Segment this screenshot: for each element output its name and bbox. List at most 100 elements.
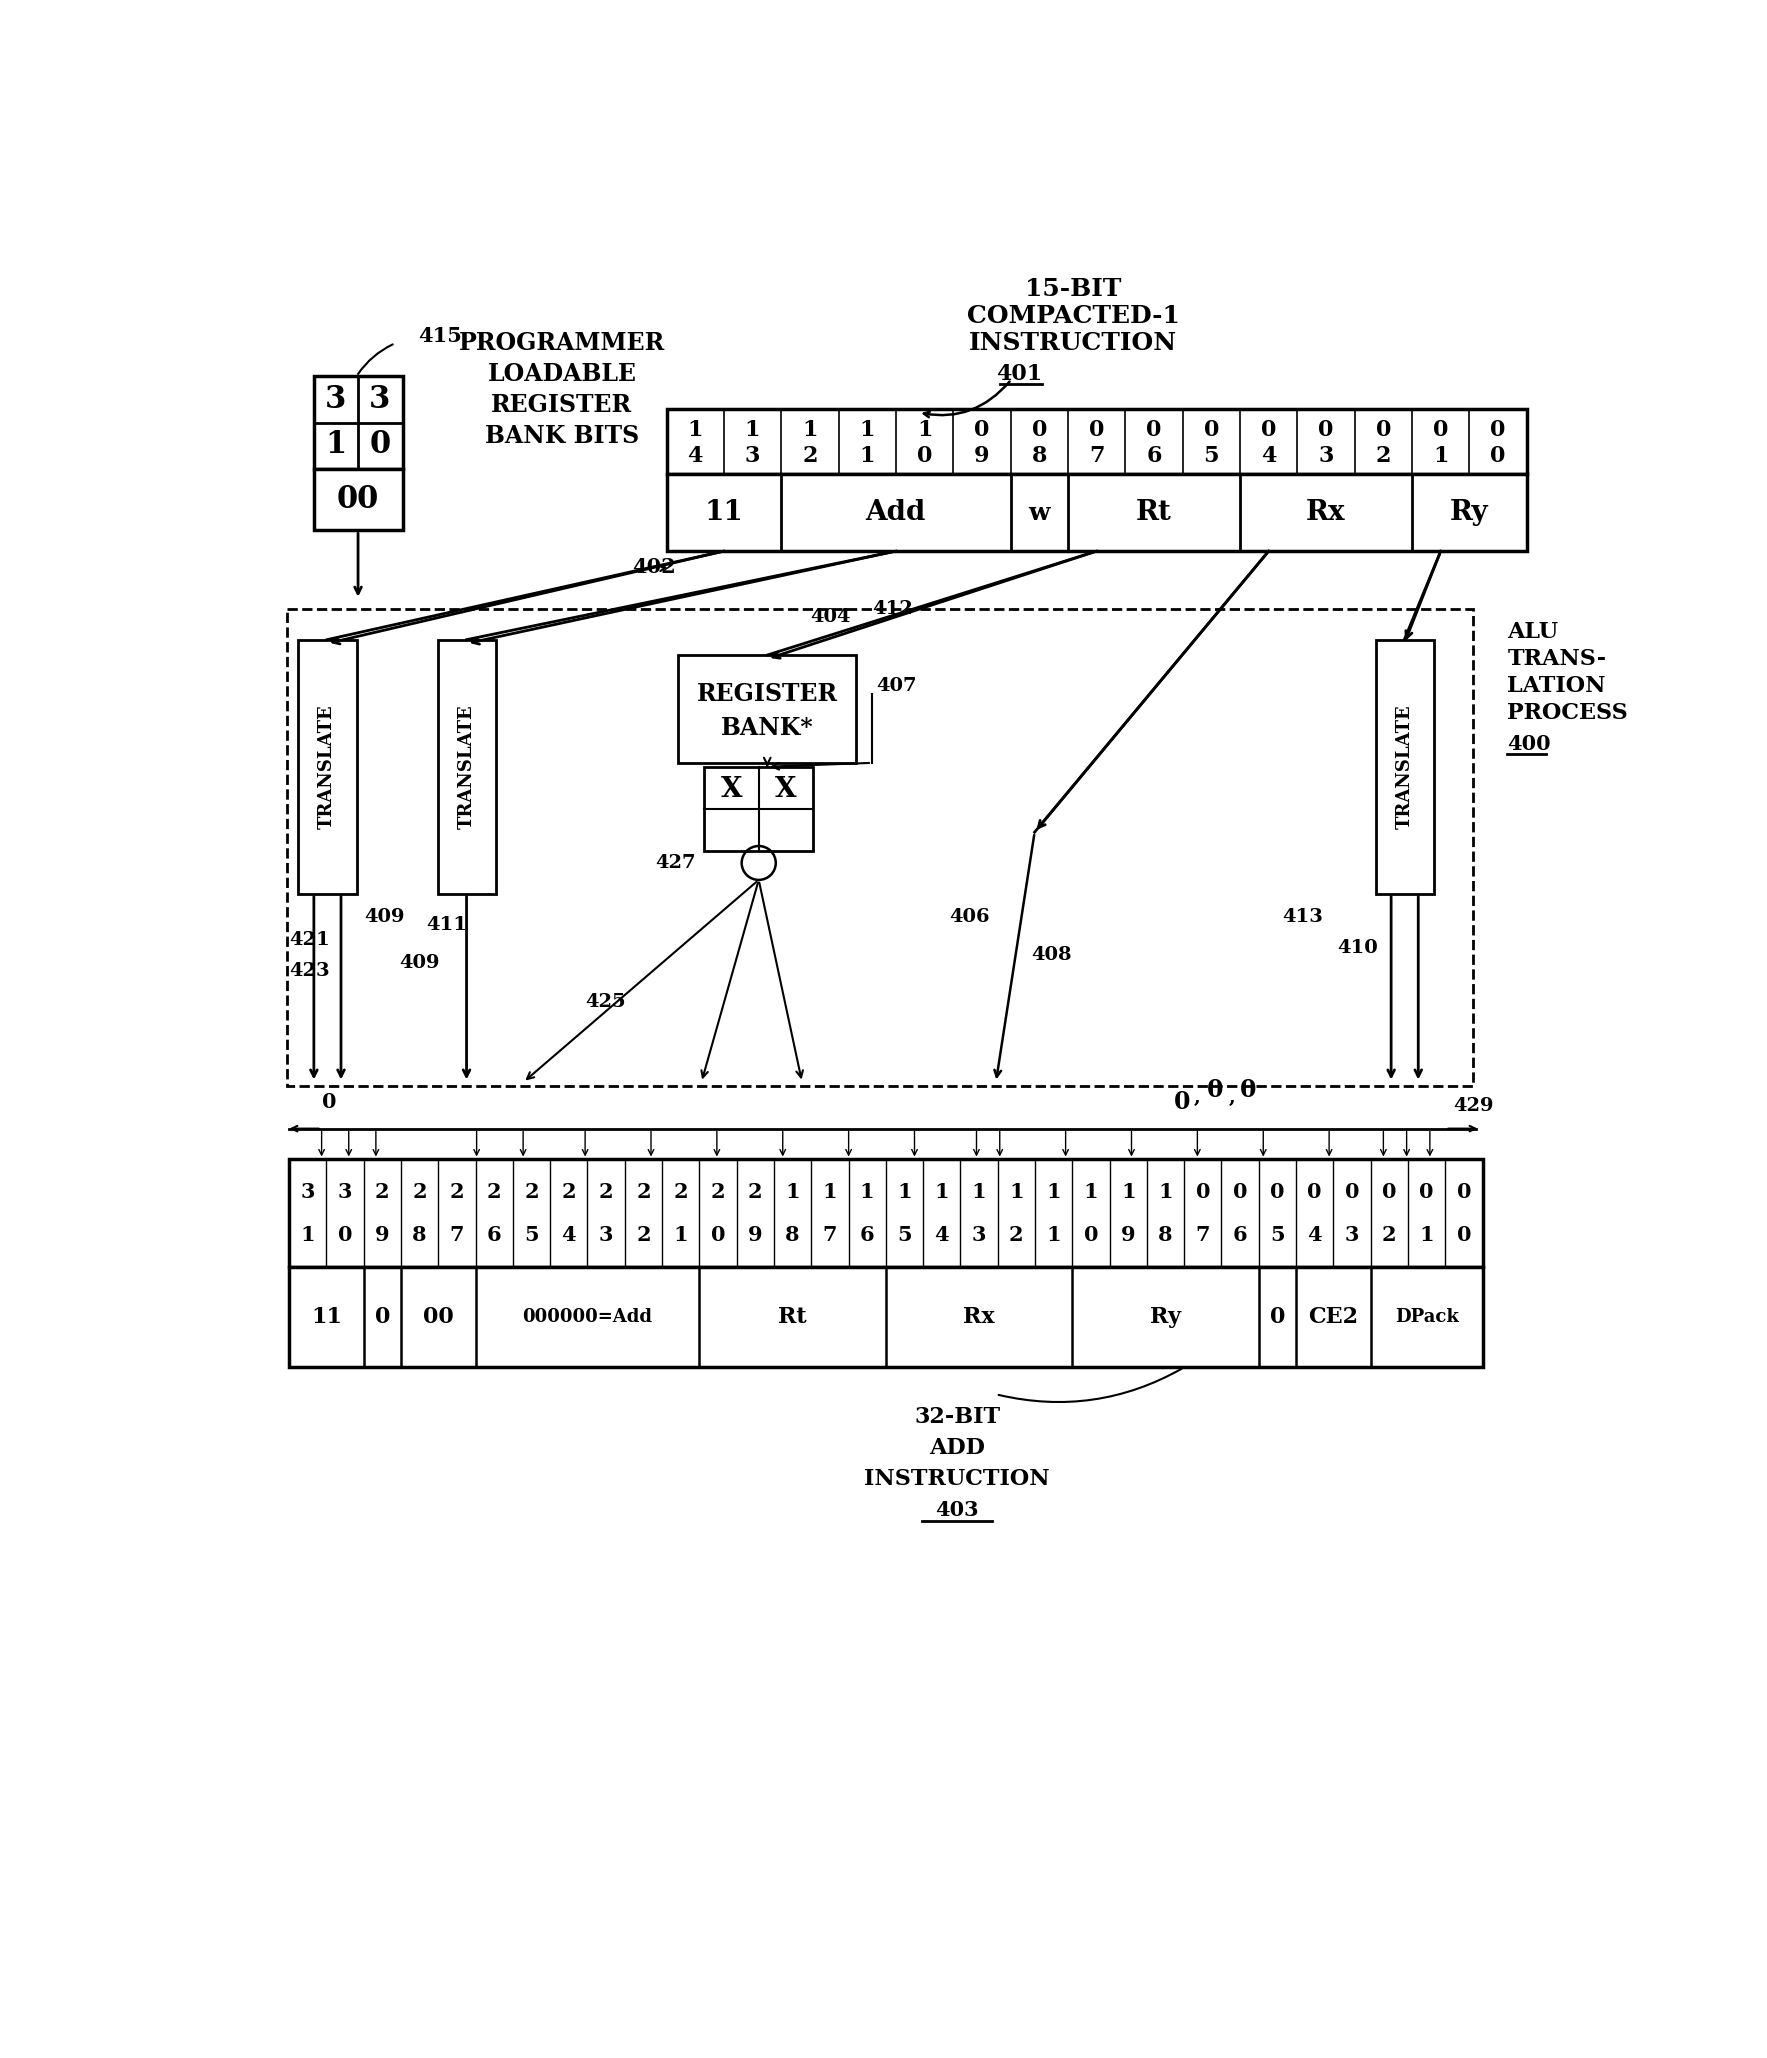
Text: 3: 3 — [300, 1181, 315, 1202]
Text: 1: 1 — [687, 420, 703, 440]
Text: 2: 2 — [636, 1181, 650, 1202]
Text: 2: 2 — [525, 1181, 539, 1202]
Text: CE2: CE2 — [1308, 1307, 1359, 1327]
Text: 0: 0 — [1196, 1181, 1210, 1202]
Text: 9: 9 — [747, 1225, 763, 1245]
Text: 8: 8 — [1159, 1225, 1173, 1245]
Text: 1: 1 — [785, 1181, 800, 1202]
Text: 3: 3 — [337, 1181, 352, 1202]
Text: 1: 1 — [1083, 1181, 1099, 1202]
Text: 0: 0 — [1376, 420, 1391, 440]
Text: 0: 0 — [1262, 420, 1276, 440]
Text: 1: 1 — [1046, 1181, 1060, 1202]
Text: 9: 9 — [1120, 1225, 1136, 1245]
Text: TRANSLATE: TRANSLATE — [458, 704, 475, 829]
Bar — [1376, 640, 1433, 893]
Text: 7: 7 — [1088, 445, 1104, 467]
Text: 00: 00 — [422, 1307, 454, 1327]
Bar — [438, 640, 497, 893]
Text: TRANSLATE: TRANSLATE — [318, 704, 336, 829]
Text: 9: 9 — [974, 445, 990, 467]
Text: TRANS-: TRANS- — [1507, 648, 1606, 671]
Text: 0: 0 — [1308, 1181, 1322, 1202]
Text: 1: 1 — [972, 1181, 986, 1202]
Text: 413: 413 — [1283, 908, 1323, 926]
Text: 7: 7 — [449, 1225, 465, 1245]
Text: 3: 3 — [1345, 1225, 1359, 1245]
Bar — [286, 609, 1472, 1087]
Text: 0: 0 — [710, 1225, 724, 1245]
Text: 0: 0 — [974, 420, 990, 440]
Text: 0: 0 — [1083, 1225, 1099, 1245]
Text: Rx: Rx — [963, 1307, 995, 1327]
Text: 8: 8 — [785, 1225, 800, 1245]
Text: 11: 11 — [311, 1307, 341, 1327]
Text: DPack: DPack — [1394, 1309, 1458, 1325]
Text: 1: 1 — [1009, 1181, 1023, 1202]
Text: 0: 0 — [1147, 420, 1161, 440]
Bar — [290, 1268, 1483, 1367]
Text: 0: 0 — [337, 1225, 352, 1245]
Bar — [290, 1159, 1483, 1268]
Text: 6: 6 — [861, 1225, 875, 1245]
Text: 0: 0 — [1318, 420, 1334, 440]
Bar — [315, 469, 403, 531]
Text: 1: 1 — [861, 1181, 875, 1202]
Text: 7: 7 — [1196, 1225, 1210, 1245]
Text: 8: 8 — [412, 1225, 428, 1245]
Text: 400: 400 — [1507, 733, 1551, 753]
Text: Ry: Ry — [1150, 1307, 1180, 1327]
Text: 412: 412 — [871, 599, 912, 617]
Text: 0: 0 — [1456, 1181, 1472, 1202]
Bar — [679, 654, 857, 764]
Bar — [705, 768, 813, 852]
Text: 402: 402 — [631, 556, 675, 576]
Text: ADD: ADD — [929, 1436, 984, 1459]
Text: 410: 410 — [1338, 938, 1378, 957]
Text: 4: 4 — [687, 445, 703, 467]
Text: 4: 4 — [935, 1225, 949, 1245]
Text: LATION: LATION — [1507, 675, 1606, 698]
Text: 9: 9 — [375, 1225, 391, 1245]
Text: REGISTER: REGISTER — [696, 681, 838, 706]
Text: Rx: Rx — [1306, 500, 1346, 527]
Text: 408: 408 — [1030, 947, 1071, 965]
Text: 8: 8 — [1032, 445, 1048, 467]
Text: 4: 4 — [562, 1225, 576, 1245]
Text: 2: 2 — [747, 1181, 763, 1202]
Text: LOADABLE: LOADABLE — [488, 362, 636, 387]
Text: Add: Add — [866, 500, 926, 527]
Text: 2: 2 — [599, 1181, 613, 1202]
Text: 1: 1 — [300, 1225, 315, 1245]
Text: X: X — [776, 776, 797, 803]
Text: 0: 0 — [1173, 1089, 1191, 1113]
Text: 2: 2 — [375, 1181, 391, 1202]
Text: X: X — [721, 776, 742, 803]
Text: 423: 423 — [290, 961, 330, 980]
Text: 2: 2 — [1382, 1225, 1396, 1245]
Text: 1: 1 — [898, 1181, 912, 1202]
Text: 0: 0 — [322, 1091, 336, 1111]
Text: 409: 409 — [399, 955, 440, 971]
Text: 00: 00 — [337, 484, 380, 514]
Text: 3: 3 — [599, 1225, 613, 1245]
Text: 421: 421 — [290, 930, 330, 949]
Text: 2: 2 — [562, 1181, 576, 1202]
Text: 401: 401 — [997, 362, 1043, 385]
Text: 6: 6 — [1233, 1225, 1248, 1245]
Text: ,: , — [1228, 1089, 1235, 1107]
Text: 406: 406 — [949, 908, 990, 926]
Text: 0: 0 — [1382, 1181, 1396, 1202]
Text: 1: 1 — [1046, 1225, 1060, 1245]
Text: 1: 1 — [935, 1181, 949, 1202]
Text: 3: 3 — [369, 385, 391, 416]
Text: 0: 0 — [1490, 445, 1505, 467]
Text: 2: 2 — [673, 1181, 687, 1202]
Text: 6: 6 — [1147, 445, 1161, 467]
Text: 2: 2 — [1009, 1225, 1023, 1245]
Text: 2: 2 — [710, 1181, 724, 1202]
Text: 429: 429 — [1452, 1097, 1493, 1115]
Text: 1: 1 — [1419, 1225, 1435, 1245]
Text: 2: 2 — [412, 1181, 428, 1202]
Text: 15-BIT: 15-BIT — [1025, 278, 1122, 300]
